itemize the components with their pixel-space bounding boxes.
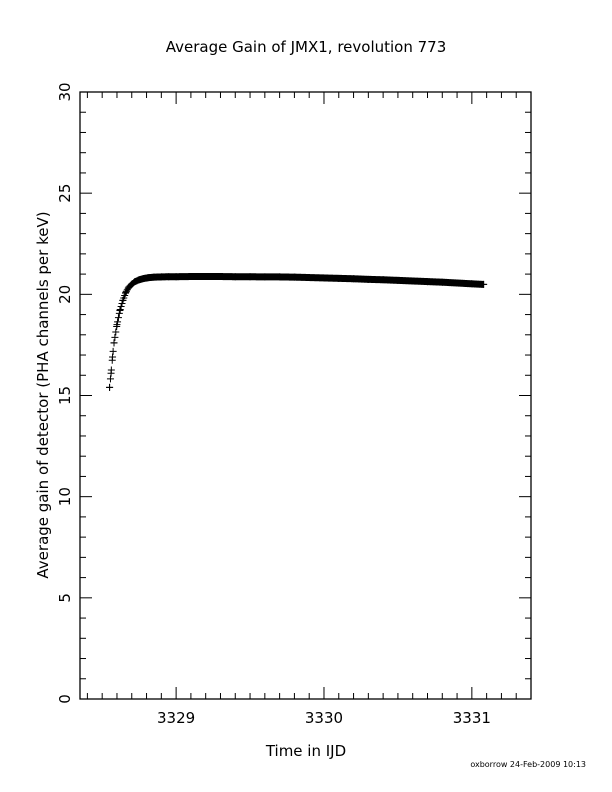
x-tick-label: 3331 — [453, 709, 491, 727]
chart-title: Average Gain of JMX1, revolution 773 — [166, 38, 447, 56]
data-point — [135, 276, 143, 284]
data-point — [144, 274, 152, 282]
y-tick-label: 30 — [56, 82, 74, 101]
data-point — [320, 274, 328, 282]
data-point — [394, 276, 402, 284]
data-point — [305, 274, 313, 282]
data-point — [409, 277, 417, 285]
y-tick-label: 20 — [56, 285, 74, 304]
x-axis-label: Time in IJD — [265, 742, 346, 760]
data-point — [276, 273, 284, 281]
y-tick-label: 15 — [56, 386, 74, 405]
footer-stamp: oxborrow 24-Feb-2009 10:13 — [470, 760, 586, 769]
x-tick-label: 3330 — [305, 709, 343, 727]
x-tick-label: 3329 — [157, 709, 195, 727]
data-point — [187, 273, 195, 281]
data-point — [131, 278, 139, 286]
data-point — [453, 279, 461, 287]
data-point — [246, 273, 254, 281]
y-tick-label: 5 — [56, 593, 74, 603]
data-point — [125, 283, 133, 291]
data-point — [364, 275, 372, 283]
y-axis-ticks: 0 5 10 15 20 25 30 — [56, 82, 531, 704]
y-tick-label: 10 — [56, 487, 74, 506]
data-point — [165, 273, 173, 281]
data-points — [106, 273, 488, 391]
data-point — [113, 321, 121, 329]
plot-frame — [79, 91, 532, 700]
data-point — [106, 383, 114, 391]
data-point — [216, 273, 224, 281]
x-axis-ticks: 3329 3330 3331 — [86, 92, 532, 727]
data-point — [423, 278, 431, 286]
data-point — [109, 353, 117, 361]
data-point — [150, 273, 158, 281]
data-point — [335, 274, 343, 282]
data-point — [290, 273, 298, 281]
data-point — [438, 278, 446, 286]
data-point — [122, 288, 130, 296]
data-point — [157, 273, 165, 281]
data-point — [110, 339, 118, 347]
y-tick-label: 25 — [56, 184, 74, 203]
data-point — [350, 275, 358, 283]
data-point — [116, 307, 124, 315]
data-point — [261, 273, 269, 281]
series-markers — [106, 273, 487, 391]
data-point — [202, 273, 210, 281]
y-tick-label: 0 — [56, 694, 74, 704]
data-point — [379, 276, 387, 284]
data-point — [119, 296, 127, 304]
y-axis-label: Average gain of detector (PHA channels p… — [34, 211, 52, 578]
data-point — [231, 273, 239, 281]
data-point — [480, 280, 488, 288]
data-point — [468, 280, 476, 288]
data-point — [107, 369, 115, 377]
data-point — [172, 273, 180, 281]
data-point — [140, 275, 148, 283]
